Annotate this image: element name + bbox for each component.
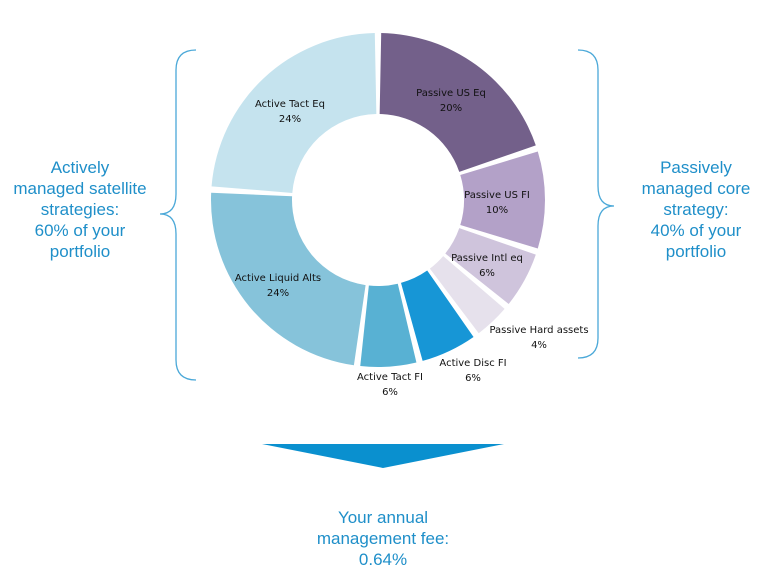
left-brace: [159, 49, 197, 381]
fee-caption: Your annual management fee: 0.64%: [283, 507, 483, 570]
slice-label-name: Passive Hard assets: [489, 325, 588, 336]
slice-active-disc-fi: [400, 270, 474, 361]
slice-label-value: 10%: [486, 205, 508, 216]
slice-labels: Passive US Eq 20% Passive US FI 10% Passive …: [235, 88, 589, 398]
right-caption-line: portfolio: [665, 242, 727, 261]
slice-label-value: 20%: [440, 103, 462, 114]
slice-label-value: 6%: [479, 268, 495, 279]
slice-label-name: Active Liquid Alts: [235, 273, 321, 284]
slice-label-name: Passive Intl eq: [451, 253, 523, 264]
fee-caption-line: Your annual: [337, 508, 429, 527]
right-caption-line: strategy:: [663, 200, 729, 219]
slice-passive-hard-assets: [429, 256, 505, 334]
slice-active-tact-fi: [360, 283, 417, 367]
slice-label-name: Passive US FI: [464, 190, 530, 201]
donut-slices: [211, 33, 545, 367]
right-caption-line: managed core: [641, 179, 751, 198]
slice-label-name: Active Tact Eq: [255, 99, 325, 110]
slice-passive-us-fi: [460, 151, 545, 249]
slice-passive-us-eq: [379, 33, 536, 172]
slice-label-value: 6%: [465, 373, 481, 384]
right-caption: Passively managed core strategy: 40% of …: [616, 157, 776, 262]
left-caption-line: managed satellite: [13, 179, 147, 198]
slice-label-name: Active Tact FI: [357, 372, 423, 383]
left-caption-line: Actively: [50, 158, 110, 177]
slice-active-tact-eq: [211, 33, 377, 193]
right-caption-line: Passively: [660, 158, 732, 177]
left-caption: Actively managed satellite strategies: 6…: [0, 157, 160, 262]
down-arrow-shape: [262, 444, 504, 468]
slice-label-name: Passive US Eq: [416, 88, 486, 99]
left-caption-line: portfolio: [49, 242, 111, 261]
slice-label-value: 6%: [382, 387, 398, 398]
right-brace: [577, 49, 615, 359]
slice-label-value: 24%: [267, 288, 289, 299]
fee-caption-line: 0.64%: [358, 550, 408, 569]
fee-caption-line: management fee:: [316, 529, 450, 548]
slice-label-value: 24%: [279, 114, 301, 125]
right-caption-line: 40% of your: [650, 221, 742, 240]
slice-label-value: 4%: [531, 340, 547, 351]
slice-active-liquid-alts: [211, 192, 366, 366]
slice-label-name: Active Disc FI: [439, 358, 506, 369]
left-caption-line: strategies:: [40, 200, 120, 219]
slice-passive-intl-eq: [445, 228, 536, 304]
left-caption-line: 60% of your: [34, 221, 126, 240]
